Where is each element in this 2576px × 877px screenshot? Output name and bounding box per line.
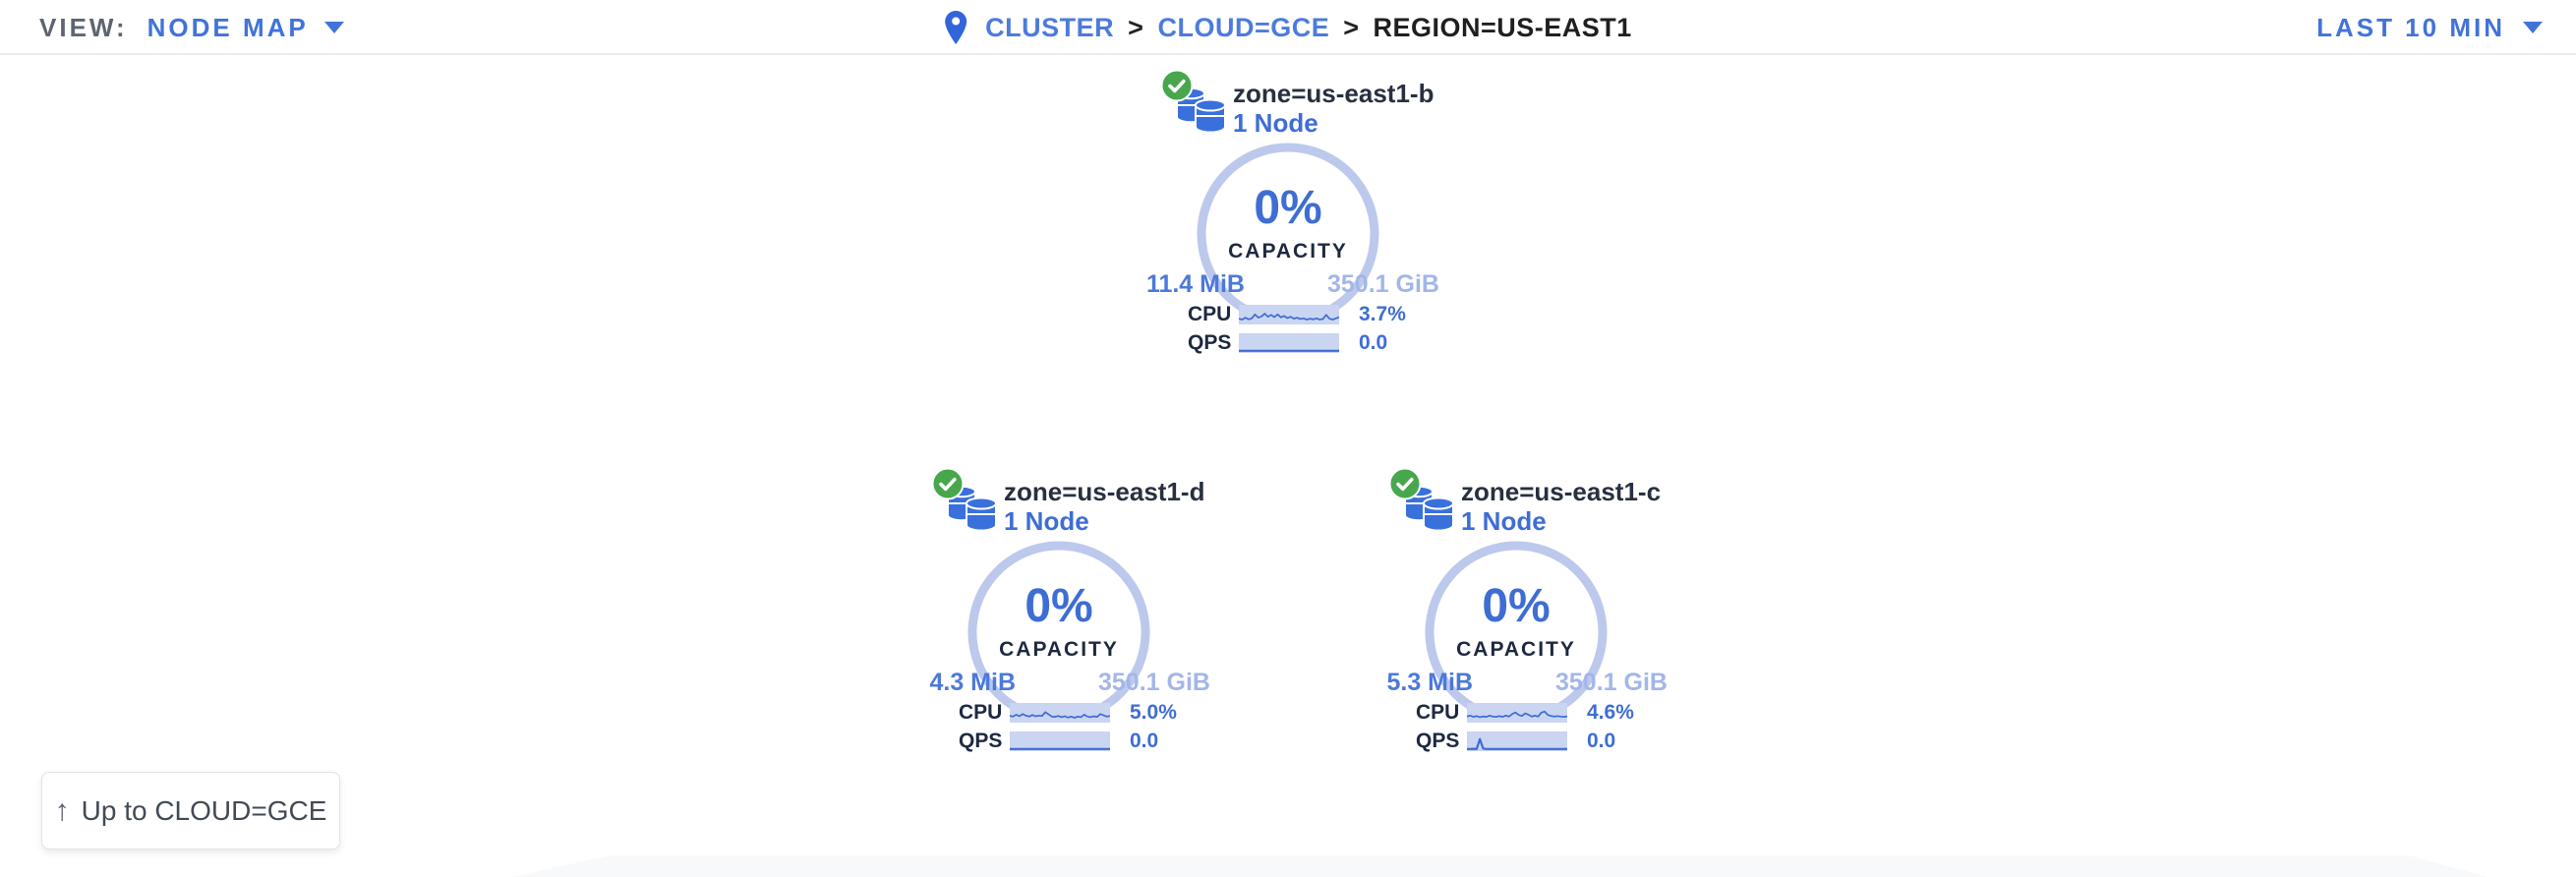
zone-node-count: 1 Node [1461, 506, 1547, 536]
capacity-label: CAPACITY [1456, 638, 1576, 661]
cpu-value: 4.6% [1587, 701, 1634, 724]
up-to-cloud-gce-button[interactable]: ↑ Up to CLOUD=GCE [41, 772, 340, 849]
cpu-sparkline [1467, 703, 1567, 723]
qps-value: 0.0 [1359, 331, 1388, 354]
map-pin-icon [945, 11, 967, 44]
top-bar: VIEW: NODE MAP CLUSTER > CLOUD=GCE > REG… [0, 0, 2576, 55]
cpu-sparkline [1010, 703, 1110, 723]
zone-title: zone=us-east1-c [1461, 477, 1662, 506]
zone-node-count: 1 Node [1004, 506, 1089, 536]
up-button-label: Up to CLOUD=GCE [81, 794, 327, 826]
view-selector-group: VIEW: NODE MAP [39, 0, 344, 55]
arrow-up-icon: ↑ [54, 793, 70, 827]
qps-sparkline [1467, 731, 1567, 751]
time-range-dropdown[interactable]: LAST 10 MIN [2316, 0, 2543, 55]
capacity-used-value: 5.3 MiB [1386, 669, 1473, 696]
zone-card-us-east1-d[interactable]: zone=us-east1-d 1 Node 0% CAPACITY 4.3 M… [911, 459, 1210, 766]
cpu-sparkline [1239, 305, 1339, 324]
capacity-percentage: 0% [1482, 580, 1551, 632]
capacity-label: CAPACITY [1228, 240, 1348, 263]
capacity-gauge-arc [1425, 541, 1608, 716]
breadcrumb-region-current: REGION=US-EAST1 [1373, 12, 1632, 42]
capacity-percentage: 0% [1025, 580, 1093, 632]
healthy-check-icon [1160, 69, 1194, 102]
cpu-label: CPU [959, 701, 1003, 724]
chevron-down-icon [323, 22, 344, 33]
healthy-check-icon [931, 467, 965, 500]
capacity-used-value: 11.4 MiB [1145, 270, 1245, 298]
cpu-value: 3.7% [1359, 303, 1406, 325]
capacity-total-value: 350.1 GiB [1555, 669, 1668, 696]
capacity-gauge-arc [1197, 143, 1379, 318]
cpu-metric-row: CPU 5.0% [959, 701, 1177, 725]
time-range-value: LAST 10 MIN [2316, 12, 2505, 42]
breadcrumb-separator: > [1343, 12, 1360, 42]
healthy-check-icon [1388, 467, 1422, 500]
zone-card-us-east1-c[interactable]: zone=us-east1-c 1 Node 0% CAPACITY 5.3 M… [1369, 459, 1668, 766]
cpu-value: 5.0% [1130, 701, 1177, 724]
capacity-used-value: 4.3 MiB [929, 669, 1016, 696]
cpu-label: CPU [1416, 701, 1460, 724]
breadcrumb-cluster-link[interactable]: CLUSTER [985, 12, 1115, 42]
chevron-down-icon [2523, 22, 2543, 33]
view-label: VIEW: [39, 12, 128, 42]
zone-title: zone=us-east1-d [1004, 477, 1205, 506]
map-edge-wash [511, 855, 2488, 877]
qps-value: 0.0 [1130, 730, 1159, 752]
qps-metric-row: QPS 0.0 [1188, 331, 1387, 355]
cpu-metric-row: CPU 3.7% [1188, 303, 1406, 326]
capacity-gauge-arc [967, 541, 1150, 716]
cpu-metric-row: CPU 4.6% [1416, 701, 1634, 725]
breadcrumb: CLUSTER > CLOUD=GCE > REGION=US-EAST1 [944, 0, 1632, 55]
zone-title: zone=us-east1-b [1233, 79, 1434, 108]
capacity-percentage: 0% [1254, 182, 1322, 234]
qps-label: QPS [959, 730, 1003, 752]
capacity-label: CAPACITY [999, 638, 1119, 661]
cpu-label: CPU [1188, 303, 1232, 325]
view-dropdown-value: NODE MAP [146, 12, 309, 42]
database-stack-icon [1404, 485, 1454, 532]
view-dropdown[interactable]: NODE MAP [147, 13, 344, 43]
capacity-total-value: 350.1 GiB [1327, 270, 1439, 298]
breadcrumb-cloud-link[interactable]: CLOUD=GCE [1157, 12, 1330, 42]
capacity-total-value: 350.1 GiB [1098, 669, 1210, 696]
qps-sparkline [1010, 731, 1110, 751]
qps-metric-row: QPS 0.0 [959, 730, 1158, 753]
qps-label: QPS [1188, 331, 1232, 354]
zone-node-count: 1 Node [1233, 108, 1318, 138]
qps-metric-row: QPS 0.0 [1416, 730, 1615, 753]
qps-sparkline [1239, 333, 1339, 353]
qps-label: QPS [1416, 730, 1460, 752]
qps-value: 0.0 [1587, 730, 1616, 752]
zone-card-us-east1-b[interactable]: zone=us-east1-b 1 Node 0% CAPACITY 11.4 … [1141, 61, 1439, 368]
breadcrumb-separator: > [1128, 12, 1144, 42]
